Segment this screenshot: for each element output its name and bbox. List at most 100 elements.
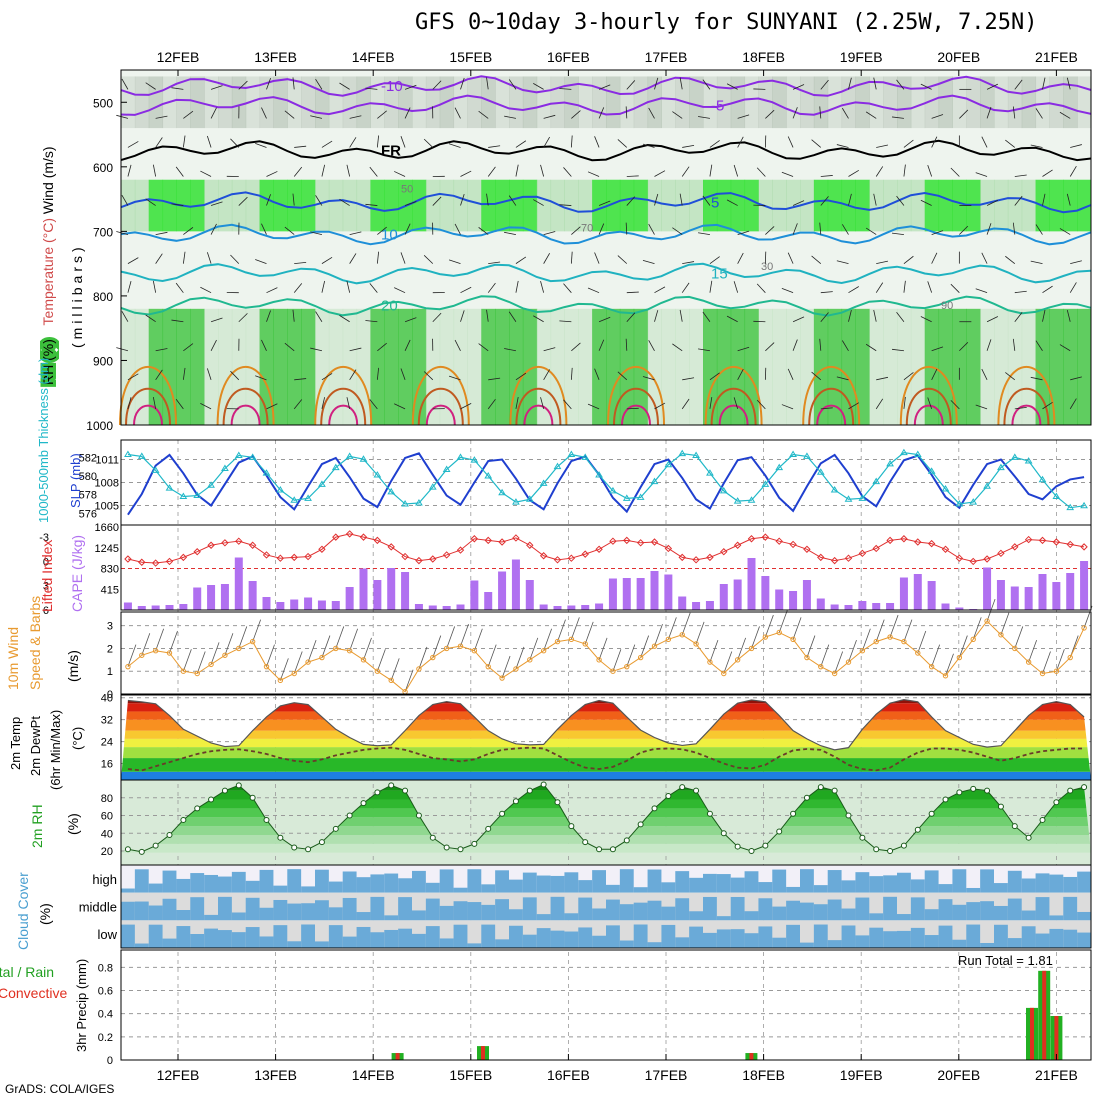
- cloud-fill: [1077, 932, 1092, 948]
- cloud-fill: [592, 870, 607, 893]
- rh-point: [609, 846, 616, 853]
- p4-tick: 3: [107, 621, 113, 633]
- cape-bar: [1024, 587, 1033, 610]
- date-label-bottom: 12FEB: [157, 1067, 200, 1083]
- rh-shade-mid: [162, 179, 177, 232]
- rh-shade-low: [855, 308, 870, 425]
- rh-shade-low: [1049, 308, 1064, 425]
- cloud-fill: [1049, 928, 1064, 948]
- warm-arch: [808, 387, 855, 426]
- rh-point: [388, 782, 395, 789]
- rh-shade-mid: [412, 179, 427, 232]
- cloud-fill: [827, 899, 843, 921]
- wind-barb: [369, 283, 378, 293]
- rh-shade-mid: [536, 179, 552, 232]
- cape-bar: [345, 587, 354, 610]
- wind-barb-10m: [820, 644, 830, 667]
- cloud-fill: [786, 924, 801, 948]
- wind-barb: [255, 142, 267, 148]
- rh-shade-low: [342, 308, 358, 425]
- lifted-index-point: [983, 555, 991, 563]
- rh-shade-high: [1035, 76, 1050, 129]
- precip-convective-bar: [1030, 1007, 1034, 1060]
- wind-speed-point: [277, 677, 284, 684]
- rh-shade-high: [481, 76, 496, 129]
- wind-barb: [570, 135, 573, 148]
- wind-barb-10m: [307, 639, 317, 663]
- rh-point: [249, 794, 256, 801]
- cape-bar: [498, 571, 507, 610]
- thickness-point: [304, 494, 312, 501]
- wind-speed-point: [568, 636, 575, 643]
- rh-shade-mid: [328, 179, 344, 232]
- cape-bar: [193, 587, 202, 610]
- rh-shade-high: [342, 76, 358, 129]
- wind-barb: [848, 286, 859, 294]
- wind-barb: [400, 368, 406, 380]
- wind-barb: [820, 291, 833, 294]
- p8-tick: 0.2: [98, 1032, 113, 1044]
- cloud-fill: [356, 912, 371, 921]
- wind-barb: [1014, 407, 1027, 410]
- wind-speed-point: [721, 670, 727, 677]
- wind-barb: [594, 368, 600, 380]
- wind-barb: [876, 260, 889, 265]
- rh-shade-low: [134, 308, 150, 425]
- wind-barb: [981, 368, 988, 380]
- wind-barb: [175, 282, 184, 293]
- wind-barb: [515, 256, 527, 264]
- wind-barb: [642, 143, 655, 148]
- cloud-fill: [564, 872, 579, 893]
- axis-titles: RH (%) Temperature (°C) Wind (m/s) (mill…: [0, 146, 1053, 1052]
- cloud-fill: [370, 896, 385, 921]
- cape-bar: [1080, 561, 1089, 610]
- wind-barb-10m: [612, 649, 622, 672]
- wind-barb: [1012, 106, 1016, 119]
- cloud-fill: [703, 896, 718, 921]
- wind-barb: [986, 316, 999, 323]
- wind-label: Wind (m/s): [40, 146, 56, 214]
- cloud-fill: [121, 888, 136, 893]
- warm-arch: [802, 366, 861, 426]
- rh-shade-low: [1063, 308, 1078, 425]
- rh-shade-mid: [606, 179, 621, 232]
- wind-barb: [1066, 193, 1071, 206]
- rh-point: [499, 810, 506, 817]
- thickness-point: [858, 494, 867, 501]
- wind-barb: [266, 171, 278, 177]
- rh-point: [706, 810, 713, 817]
- wind-barb: [1014, 195, 1023, 206]
- rh-shade-high: [134, 76, 150, 129]
- cloud-fill: [148, 905, 164, 921]
- wind-barb: [648, 223, 655, 235]
- rh-shade-high: [869, 76, 884, 129]
- wind-barb: [543, 253, 550, 264]
- thickness-point: [997, 463, 1005, 471]
- rh-point: [734, 843, 741, 850]
- cloud-fill: [841, 908, 856, 921]
- wind-barb: [654, 310, 659, 322]
- cloud-fill: [134, 901, 150, 921]
- rh-point: [194, 805, 201, 812]
- cloud-fill: [966, 887, 981, 893]
- wind-barb: [571, 110, 581, 119]
- isotherm-line: [120, 223, 1092, 246]
- wind-barb: [454, 339, 461, 351]
- cloud-empty: [384, 892, 399, 921]
- wind-barb: [679, 309, 683, 322]
- warm-arch: [328, 404, 359, 426]
- lifted-index-point: [595, 545, 603, 553]
- wind-barb: [349, 137, 357, 148]
- thickness-point: [733, 497, 742, 504]
- warm-arch: [523, 404, 554, 426]
- wind-barb: [266, 194, 271, 206]
- cloud-fill: [910, 897, 926, 921]
- wind-barb: [460, 77, 465, 90]
- rh-shade-mid: [522, 179, 538, 232]
- cloud-fill: [356, 926, 371, 948]
- rh-shade-low: [495, 308, 510, 425]
- cloud-fill: [259, 869, 274, 893]
- rh-shade-mid: [897, 179, 912, 232]
- wind-speed-point: [222, 652, 228, 658]
- cloud-fill: [606, 899, 621, 921]
